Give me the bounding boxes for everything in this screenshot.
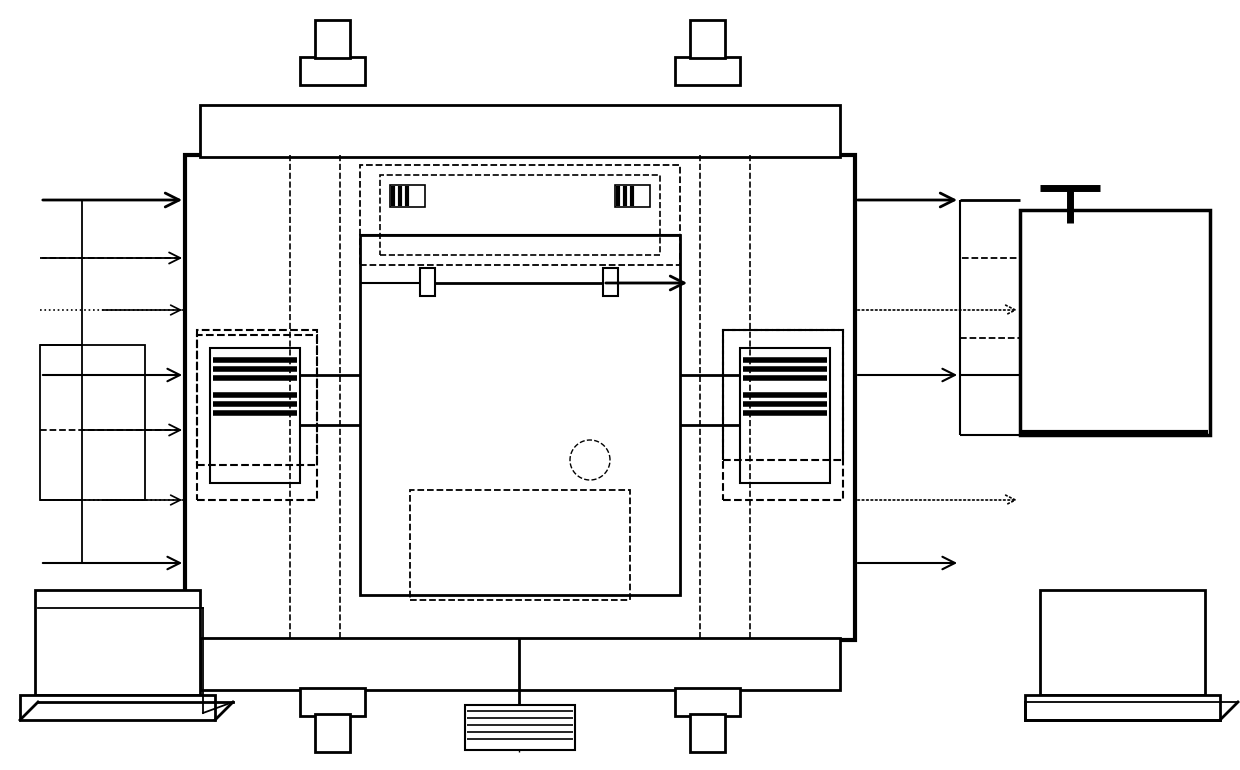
Bar [465,705,575,750]
Bar [410,490,630,600]
Bar [200,638,839,690]
Bar [40,345,145,500]
Bar [1025,695,1220,720]
Bar [603,268,618,296]
Bar [689,20,725,58]
Bar [379,175,660,255]
Bar [723,330,843,500]
Bar [197,330,317,500]
Bar [1040,590,1205,695]
Bar [197,335,317,465]
Bar [1021,210,1210,435]
Bar [200,105,839,157]
Bar [360,165,680,265]
Bar [675,57,740,85]
Bar [300,57,365,85]
Bar [615,185,650,207]
Bar [740,348,830,483]
Bar [185,155,856,640]
Bar [20,695,215,720]
Bar [360,235,680,595]
Bar [420,268,435,296]
Bar [315,714,350,752]
Bar [689,714,725,752]
Bar [315,20,350,58]
Bar [723,330,843,460]
Bar [35,590,200,695]
Bar [960,258,1021,338]
Bar [210,348,300,483]
Bar [300,688,365,716]
Bar [391,185,425,207]
Bar [675,688,740,716]
